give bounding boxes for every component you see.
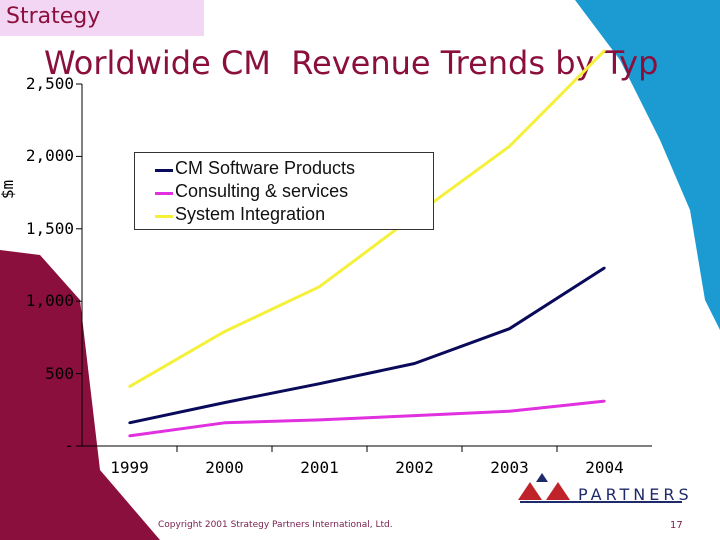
x-tick-label: 2004 (585, 458, 624, 477)
data-point (128, 434, 131, 438)
section-tag: Strategy (0, 0, 204, 36)
data-point (128, 385, 131, 388)
x-tick-label: 2000 (205, 458, 244, 477)
logo-triangle-right (546, 482, 570, 500)
data-point (318, 285, 321, 288)
legend-swatch-consulting (155, 192, 173, 195)
data-point (223, 330, 226, 333)
data-point (603, 49, 606, 52)
data-point (413, 414, 416, 417)
legend-label-integration: System Integration (175, 204, 326, 224)
data-point (413, 362, 416, 365)
series-line-1 (129, 399, 605, 438)
data-point (508, 410, 511, 413)
x-tick-label: 2001 (300, 458, 339, 477)
data-point (508, 145, 511, 148)
series-line-2 (128, 49, 606, 388)
section-tag-label: Strategy (6, 4, 101, 29)
partners-logo-text: PARTNERS (578, 485, 693, 504)
data-point (223, 401, 226, 404)
slide-title: Worldwide CM Revenue Trends by Typ (44, 44, 659, 82)
x-tick-label: 2002 (395, 458, 434, 477)
page-number: 17 (670, 520, 683, 531)
legend-label-consulting: Consulting & services (175, 181, 349, 201)
y-tick-label: 500 (45, 363, 74, 383)
data-point (128, 421, 131, 425)
y-tick-label: 2,000 (25, 146, 74, 166)
legend-swatch-integration (155, 215, 173, 218)
logo-underline (520, 501, 682, 503)
x-tick-label: 1999 (110, 458, 149, 477)
data-point (603, 399, 606, 403)
legend-swatch-software (155, 169, 173, 172)
logo-triangle-small (536, 473, 548, 482)
data-point (318, 382, 321, 385)
logo-triangle-left (518, 482, 542, 500)
x-tick-label: 2003 (490, 458, 529, 477)
legend-label-software: CM Software Products (175, 158, 356, 178)
chart-legend: CM Software Products Consulting & servic… (134, 152, 434, 230)
series-line-0 (129, 266, 606, 425)
y-tick-label: 1,500 (25, 218, 74, 238)
y-tick-label: 2,500 (25, 74, 74, 93)
data-point (318, 418, 321, 422)
left-band-shape (0, 250, 160, 540)
data-point (603, 266, 606, 270)
copyright-footer: Copyright 2001 Strategy Partners Interna… (158, 520, 393, 530)
y-tick-label: - (64, 436, 74, 455)
data-point (223, 421, 226, 425)
right-band-shape (575, 0, 720, 330)
data-point (508, 327, 511, 330)
y-tick-label: 1,000 (25, 291, 74, 311)
